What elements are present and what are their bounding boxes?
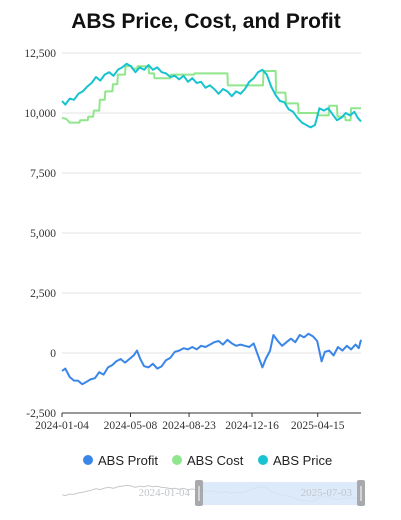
legend-marker — [172, 455, 182, 465]
legend-label: ABS Profit — [98, 453, 158, 468]
x-tick-label: 2024-12-16 — [225, 420, 279, 432]
chart-title: ABS Price, Cost, and Profit — [71, 10, 341, 33]
y-axis-ticks: -2,500 0 2,500 5,000 7,500 10,000 12,500 — [24, 48, 56, 420]
data-zoom-slider[interactable]: 2024-01-04 2025-07-03 — [61, 480, 365, 506]
legend-item-abs-cost[interactable]: ABS Cost — [172, 453, 244, 468]
legend-marker — [83, 455, 93, 465]
series-line-abs-cost — [61, 65, 361, 124]
slider-end-label: 2025-07-03 — [301, 487, 353, 499]
x-tick-label: 2024-08-23 — [162, 420, 216, 432]
legend-label: ABS Cost — [187, 453, 244, 468]
legend: ABS Profit ABS Cost ABS Price — [83, 453, 332, 468]
legend-label: ABS Price — [273, 453, 332, 468]
plot-area — [61, 62, 362, 386]
y-tick-label: 10,000 — [24, 108, 56, 120]
legend-marker — [258, 455, 268, 465]
y-tick-label: 2,500 — [30, 288, 56, 300]
slider-start-label: 2024-01-04 — [139, 487, 191, 499]
y-tick-label: -2,500 — [26, 408, 56, 420]
y-tick-label: 5,000 — [30, 228, 56, 240]
gridlines — [62, 52, 361, 414]
series-line-abs-profit — [61, 332, 362, 386]
legend-item-abs-price[interactable]: ABS Price — [258, 453, 332, 468]
x-tick-label: 2024-05-08 — [104, 420, 158, 432]
y-tick-label: 12,500 — [24, 48, 56, 60]
y-tick-label: 7,500 — [30, 168, 56, 180]
legend-item-abs-profit[interactable]: ABS Profit — [83, 453, 158, 468]
slider-selected-range — [199, 482, 361, 505]
series-line-abs-price — [61, 62, 362, 129]
x-axis: 2024-01-04 2024-05-08 2024-08-23 2024-12-16… — [35, 412, 361, 432]
x-tick-label: 2024-01-04 — [35, 420, 89, 432]
x-tick-label: 2025-04-15 — [291, 420, 345, 432]
y-tick-label: 0 — [50, 348, 56, 360]
